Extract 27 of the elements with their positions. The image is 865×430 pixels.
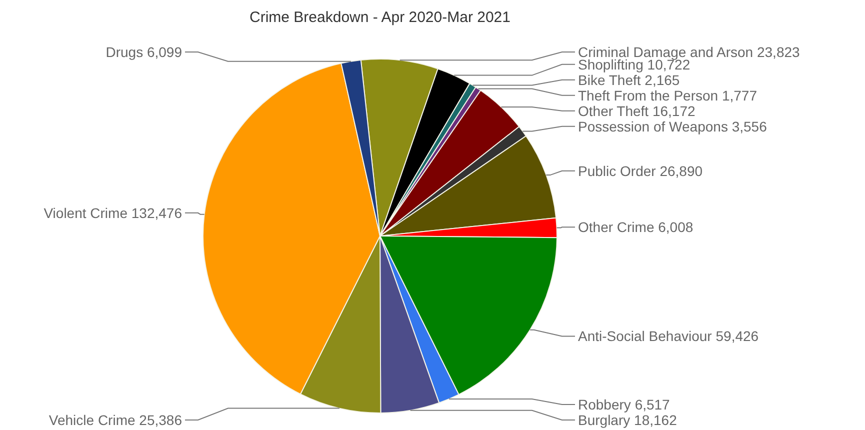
- slice-label: Vehicle Crime: [48, 412, 140, 428]
- chart-title: Crime Breakdown - Apr 2020-Mar 2021: [250, 9, 510, 26]
- data-label: 25,386: [139, 412, 182, 428]
- data-label: 2,165: [644, 72, 680, 88]
- slice-label: Anti-Social Behaviour: [578, 328, 716, 344]
- data-label: 18,162: [634, 412, 678, 428]
- slice-label: Burglary: [578, 412, 634, 428]
- data-label: 3,556: [732, 118, 768, 134]
- data-label: 132,476: [131, 204, 182, 221]
- slice-label: Robbery: [578, 396, 635, 412]
- data-label: 59,426: [716, 328, 759, 344]
- slice-label: Public Order: [578, 162, 660, 179]
- data-label: 6,517: [634, 396, 670, 412]
- data-label: 23,823: [756, 44, 800, 60]
- data-label: 6,099: [146, 44, 182, 60]
- slice-label: Other Theft: [578, 102, 652, 119]
- slice-label: Violent Crime: [44, 204, 132, 221]
- slice-label: Bike Theft: [578, 72, 645, 88]
- data-label: 26,890: [660, 162, 703, 179]
- data-label: 1,777: [722, 87, 758, 104]
- slice-label: Shoplifting: [578, 56, 648, 72]
- slice-label: Drugs: [106, 44, 147, 60]
- data-label: 6,008: [658, 219, 694, 236]
- slice-label: Possession of Weapons: [578, 118, 732, 134]
- slice-label: Theft From the Person: [578, 87, 722, 104]
- data-label: 16,172: [652, 102, 696, 119]
- slice-label: Other Crime: [578, 219, 658, 236]
